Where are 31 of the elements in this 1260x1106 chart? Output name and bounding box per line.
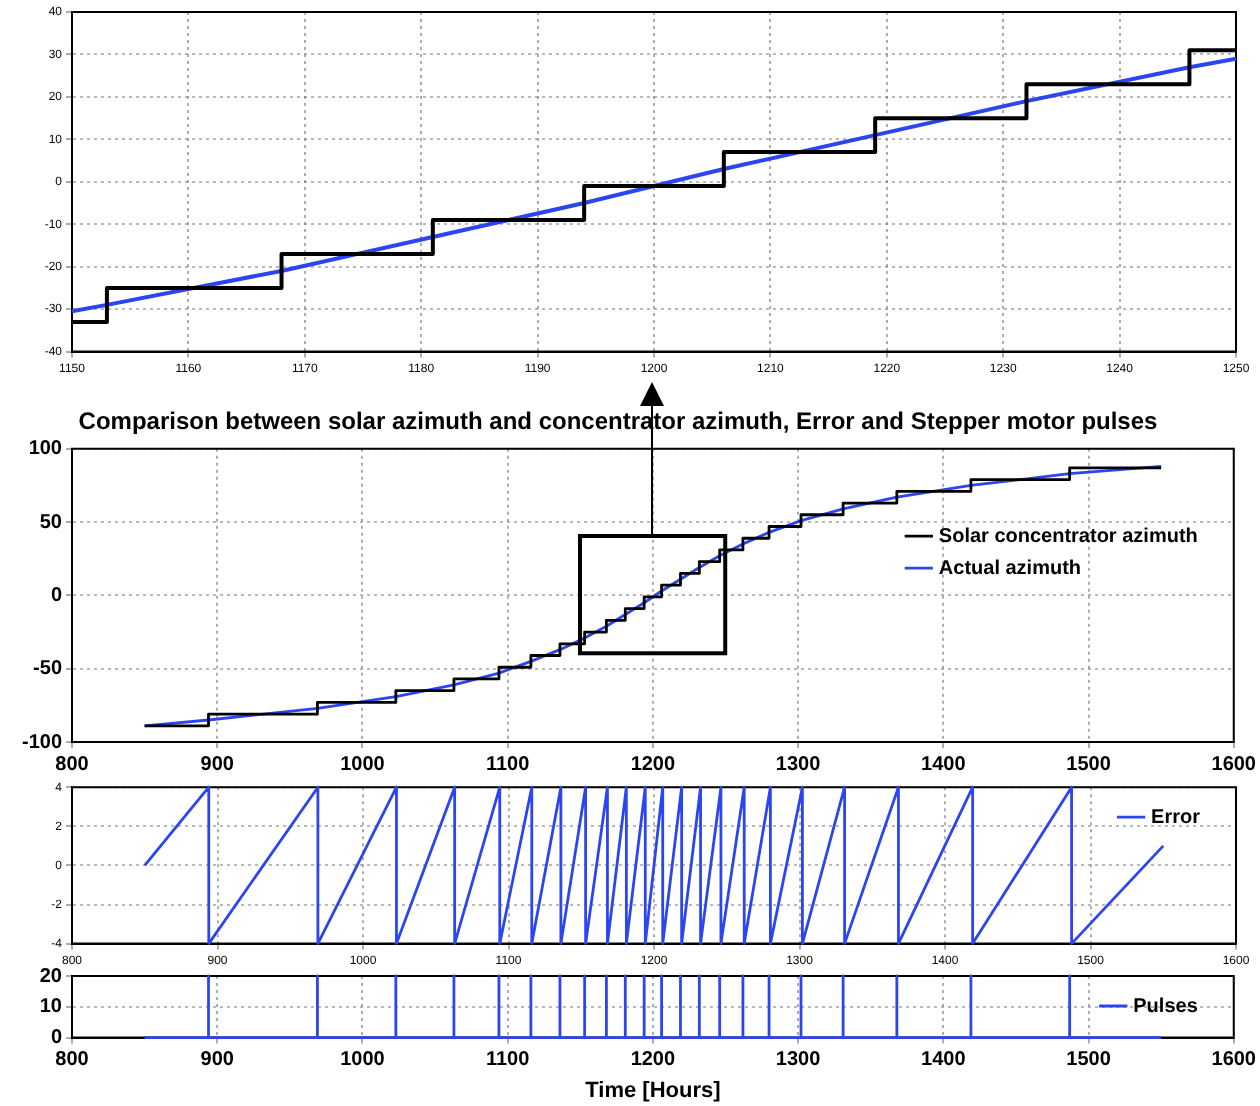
x-tick-label: 1400 bbox=[921, 1049, 967, 1072]
x-tick-label: 900 bbox=[200, 753, 235, 776]
x-tick-label: 1600 bbox=[1211, 1049, 1257, 1072]
x-tick-label: 1600 bbox=[1211, 753, 1257, 776]
x-tick-label: 800 bbox=[55, 1049, 90, 1072]
x-tick-label: 1000 bbox=[340, 1049, 386, 1072]
x-tick-label: 1200 bbox=[630, 1049, 676, 1072]
x-axis-title: Time [Hours] bbox=[585, 1078, 722, 1103]
x-tick-label: 1300 bbox=[775, 753, 822, 776]
x-tick-label: 1100 bbox=[485, 1049, 531, 1072]
y-tick-label: 50 bbox=[39, 511, 63, 534]
x-tick-label: 1100 bbox=[485, 753, 531, 776]
y-tick-label: 10 bbox=[39, 996, 63, 1019]
x-tick-label: 1000 bbox=[340, 753, 386, 776]
y-tick-label: -100 bbox=[21, 731, 63, 754]
x-tick-label: 1500 bbox=[1066, 1049, 1112, 1072]
x-tick-label: 800 bbox=[55, 753, 90, 776]
x-tick-label: 900 bbox=[200, 1049, 235, 1072]
x-tick-label: 1200 bbox=[630, 753, 676, 776]
y-tick-label: 0 bbox=[50, 584, 63, 607]
legend-label: Solar concentrator azimuth bbox=[938, 525, 1198, 548]
legend-label: Actual azimuth bbox=[938, 557, 1082, 580]
y-tick-label: 100 bbox=[28, 438, 63, 461]
legend-label: Error bbox=[1151, 806, 1201, 829]
y-tick-label: 0 bbox=[50, 1027, 63, 1050]
y-tick-label: -50 bbox=[33, 658, 63, 681]
x-tick-label: 1500 bbox=[1066, 753, 1112, 776]
x-tick-label: 1300 bbox=[775, 1049, 822, 1072]
x-tick-label: 1400 bbox=[921, 753, 967, 776]
y-tick-label: 20 bbox=[39, 965, 63, 988]
legend-label: Pulses bbox=[1133, 995, 1199, 1018]
